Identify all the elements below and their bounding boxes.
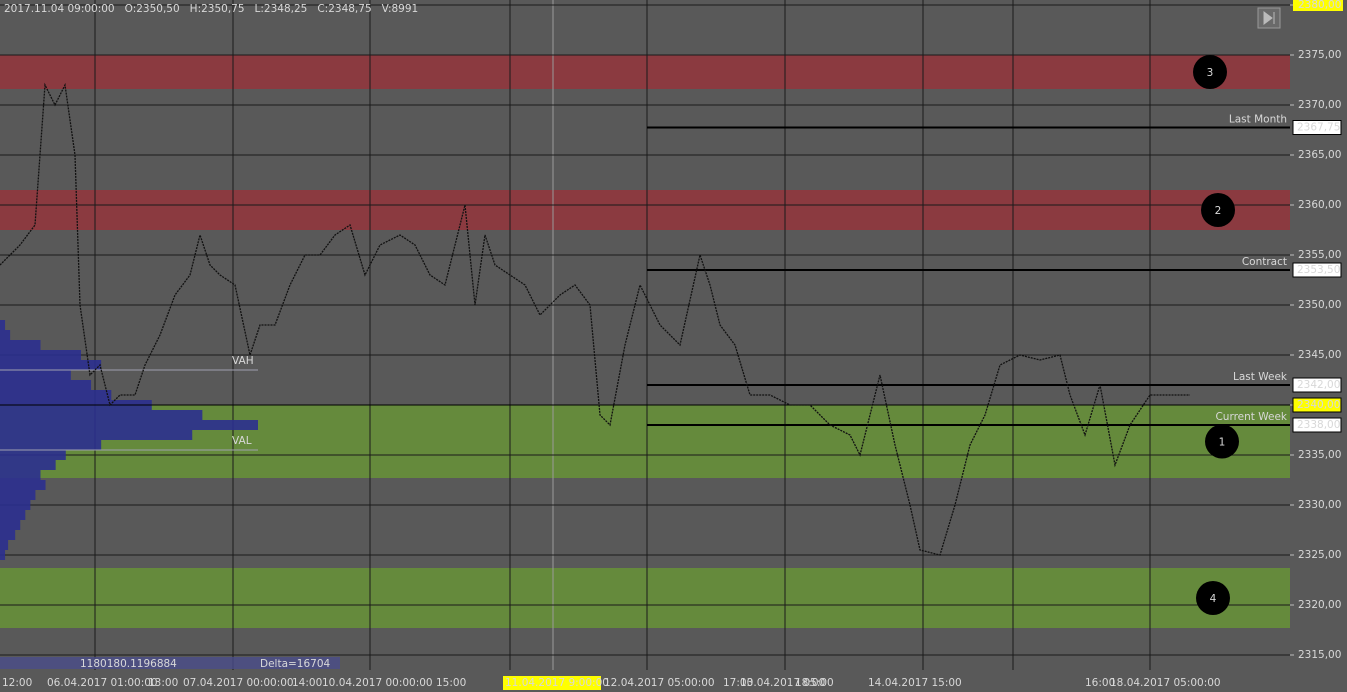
profile-bar: [0, 330, 11, 340]
profile-bar: [0, 390, 112, 400]
zone-marker: [1196, 581, 1230, 615]
profile-bar: [0, 500, 31, 510]
level-box: [1292, 262, 1342, 278]
x-label-highlight: [503, 676, 601, 690]
profile-bar: [0, 420, 258, 430]
profile-bar: [0, 450, 66, 460]
x-tick-label: 18:00: [795, 677, 825, 689]
header-text: O:2350,50: [125, 3, 180, 15]
x-tick-label: 13.04.2017 05:00: [740, 677, 834, 689]
header-text: H:2350,75: [190, 3, 245, 15]
x-axis-bg: [0, 671, 1290, 692]
profile-bar: [0, 440, 102, 450]
profile-bar: [0, 350, 81, 360]
y-tick-label: 2360,00: [1298, 199, 1341, 211]
level-box: [1292, 377, 1342, 393]
level-name: Last Month: [1229, 114, 1287, 126]
footer-box: [0, 657, 340, 669]
zone-marker: [1201, 193, 1235, 227]
y-tick-label: 2325,00: [1298, 549, 1341, 561]
header-text: C:2348,75: [317, 3, 371, 15]
level-value-label: 2367,75: [1297, 122, 1340, 134]
level-name: Contract: [1242, 256, 1287, 268]
y-tick-label: 2345,00: [1298, 349, 1341, 361]
profile-bar: [0, 510, 26, 520]
x-tick-label: 18.04.2017 05:00:00: [1110, 677, 1221, 689]
zone: [0, 55, 1290, 89]
scroll-icon: [1263, 11, 1275, 25]
price-line: [0, 82, 1190, 556]
y-tick-label: 2355,00: [1298, 249, 1341, 261]
x-tick-label: 14.04.2017 15:00: [868, 677, 962, 689]
zone: [0, 405, 1290, 478]
y-tick-label: 2380,00: [1298, 0, 1341, 11]
profile-bar: [0, 520, 21, 530]
y-tick-label: 2365,00: [1298, 149, 1341, 161]
zone-marker: [1205, 424, 1239, 459]
header-text: L:2348,25: [255, 3, 308, 15]
level-box: [1292, 417, 1342, 433]
y-tick-label: 2350,00: [1298, 299, 1341, 311]
level-box: [1292, 120, 1342, 135]
profile-bar: [0, 540, 9, 550]
last-price-box: [1292, 397, 1342, 413]
last-price-label: 2340,00: [1297, 399, 1340, 411]
val-label: VAL: [232, 435, 252, 447]
x-tick-label: 17:00: [723, 677, 753, 689]
y-tick-label: 2315,00: [1298, 649, 1341, 661]
y-tick-label: 2375,00: [1298, 49, 1341, 61]
y-tick-label: 2335,00: [1298, 449, 1341, 461]
profile-bar: [0, 410, 203, 420]
level-value-label: 2338,00: [1297, 419, 1340, 431]
x-tick-label: 11.04.2017 9:00:00: [505, 677, 609, 689]
profile-bar: [0, 380, 92, 390]
profile-bar: [0, 430, 193, 440]
x-tick-label: 06.04.2017 01:00:00: [47, 677, 158, 689]
profile-bar: [0, 360, 102, 370]
zone: [0, 568, 1290, 628]
x-tick-label: 12:00: [2, 677, 32, 689]
profile-bar: [0, 530, 16, 540]
zone-number: 1: [1219, 437, 1226, 449]
level-value-label: 2353,50: [1297, 264, 1340, 276]
profile-bar: [0, 480, 46, 490]
zone-number: 2: [1215, 205, 1222, 217]
vah-label: VAH: [232, 355, 254, 367]
level-value-label: 2342,00: [1297, 379, 1340, 391]
profile-bar: [0, 460, 56, 470]
level-name: Last Week: [1233, 371, 1288, 383]
profile-bar: [0, 490, 36, 500]
profile-bar: [0, 550, 6, 560]
y-tick-label: 2370,00: [1298, 99, 1341, 111]
profile-bar: [0, 370, 71, 380]
level-name: Current Week: [1215, 411, 1287, 423]
x-tick-label: 15:00: [436, 677, 466, 689]
zone-number: 3: [1207, 67, 1214, 79]
x-tick-label: 13:00: [148, 677, 178, 689]
zone-marker: [1193, 55, 1227, 89]
footer-text: 1180180.1196884: [80, 658, 177, 670]
x-tick-label: 16:00: [1085, 677, 1115, 689]
header-text: V:8991: [382, 3, 419, 15]
profile-bar: [0, 340, 41, 350]
header-text: 2017.11.04 09:00:00: [4, 3, 115, 15]
tick-highlight: [1293, 0, 1343, 11]
x-tick-label: 07.04.2017 00:00:00: [183, 677, 294, 689]
y-tick-label: 2320,00: [1298, 599, 1341, 611]
zone: [0, 190, 1290, 230]
y-tick-label: 2330,00: [1298, 499, 1341, 511]
profile-bar: [0, 320, 6, 330]
x-tick-label: 12.04.2017 05:00:00: [604, 677, 715, 689]
x-tick-label: 10.04.2017 00:00:00: [322, 677, 433, 689]
footer-text: Delta=16704: [260, 658, 331, 670]
zone-number: 4: [1210, 593, 1217, 605]
x-tick-label: 14:00: [292, 677, 322, 689]
profile-bar: [0, 470, 41, 480]
